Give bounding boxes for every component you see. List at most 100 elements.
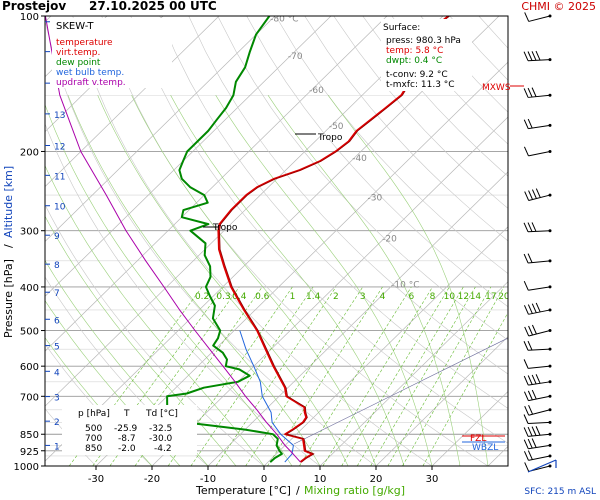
isotherm-line xyxy=(544,16,600,466)
wind-barb-dot xyxy=(548,454,552,458)
wind-barb-feather xyxy=(531,222,537,232)
y-tick-label: 925 xyxy=(20,447,39,458)
wind-barb xyxy=(524,12,552,22)
mixing-ratio-label: 3 xyxy=(360,292,366,302)
surface-dwpt: dwpt: 0.4 °C xyxy=(386,56,442,66)
copyright[interactable]: CHMI © 2025 xyxy=(521,0,596,13)
isotherm-line xyxy=(45,16,164,133)
dry-adiabat xyxy=(275,16,508,274)
wind-barb-dot xyxy=(548,58,552,62)
wind-barb-feather xyxy=(527,51,533,61)
wind-barb-feather xyxy=(527,426,533,437)
axis-ticks: -30 -20 -10 0 10 20 30100200300400500600700850… xyxy=(14,12,439,485)
wind-barb-feather xyxy=(528,405,534,415)
wind-barb xyxy=(523,340,552,351)
wind-barb-feather xyxy=(523,391,529,401)
mixing-ratio-label: 1.4 xyxy=(306,292,321,302)
mixing-ratio-line xyxy=(245,286,364,466)
dry-adiabat xyxy=(45,204,265,466)
mixing-ratio-label: 0.3 xyxy=(216,292,230,302)
wind-barb-dot xyxy=(548,464,552,468)
wind-barb-dot xyxy=(548,285,552,289)
mixing-ratio-label: 20 xyxy=(498,292,510,302)
dry-adiabat xyxy=(507,16,508,17)
mixing-ratio-label: 12 xyxy=(458,292,469,302)
station-name: Prostejov xyxy=(2,0,66,13)
dry-adiabat xyxy=(246,16,508,308)
wind-barb xyxy=(524,324,552,337)
table-cell: 500 xyxy=(85,424,102,434)
table-cell: -4.2 xyxy=(154,444,172,454)
mixing-ratio-label: 8 xyxy=(430,292,436,302)
dry-adiabat xyxy=(566,16,600,466)
y-tick-label: 400 xyxy=(20,283,39,294)
wind-barb-feather xyxy=(527,87,533,98)
wind-barb-feather xyxy=(523,439,529,449)
dry-adiabat xyxy=(449,16,508,81)
table-row: 500 -25.9 -32.5 xyxy=(85,424,172,434)
surface-press: press: 980.3 hPa xyxy=(386,36,461,46)
isotherm-label: -80 °C xyxy=(270,15,298,25)
wind-barb-feather xyxy=(535,50,541,61)
moist-adiabat xyxy=(215,95,433,466)
wind-barb-dot xyxy=(548,443,552,447)
isotherm-label: -10 °C xyxy=(391,280,419,290)
mixing-ratio-line xyxy=(341,286,450,466)
wind-barb xyxy=(523,414,552,424)
wind-barb-feather xyxy=(523,88,529,98)
mixing-ratio-line xyxy=(402,286,505,466)
dry-adiabat xyxy=(537,16,600,466)
table-header-p: p [hPa] xyxy=(78,409,110,419)
wind-barb-dot xyxy=(548,394,552,398)
wind-barb xyxy=(524,405,552,416)
wind-barb-dot xyxy=(548,14,552,18)
isotherm-label: -30 xyxy=(368,194,383,204)
wind-barb-dot xyxy=(548,329,552,333)
wind-barb-dot xyxy=(548,123,552,127)
surface-tconv: t-conv: 9.2 °C xyxy=(386,70,448,80)
mixing-ratio-line xyxy=(267,286,383,466)
wind-barb-dot xyxy=(548,229,552,233)
altitude-tick-label: 13 xyxy=(54,111,65,121)
tropo-lower-label: Tropo xyxy=(212,223,238,233)
wind-barb-feather xyxy=(523,281,529,291)
wind-barb-feather xyxy=(535,426,541,436)
mixing-ratio-line xyxy=(422,311,508,466)
wind-barb-feather xyxy=(523,305,529,315)
mixing-ratio-label: 4 xyxy=(380,292,386,302)
x-tick-label: 30 xyxy=(426,474,439,485)
wind-barb-feather xyxy=(524,191,530,201)
y-tick-label: 1000 xyxy=(14,462,39,473)
dry-adiabat xyxy=(217,16,508,341)
altitude-tick-label: 1 xyxy=(54,442,60,452)
altitude-tick-label: 2 xyxy=(54,418,60,428)
wind-barb-feather xyxy=(527,340,533,351)
mixing-ratio-line xyxy=(370,286,476,466)
wind-barb-feather xyxy=(528,190,534,200)
series-wet-bulb-temp-line xyxy=(239,330,294,463)
wind-barb xyxy=(523,146,552,157)
wind-barb-feather xyxy=(527,438,533,449)
mixing-ratio-label: 0.6 xyxy=(255,292,270,302)
wind-barb xyxy=(523,50,552,62)
wind-barb-feather xyxy=(531,87,537,97)
plot-frame xyxy=(44,15,509,467)
wind-barb xyxy=(523,426,552,437)
y-tick-label: 850 xyxy=(20,430,39,441)
wind-barb-feather xyxy=(523,451,529,461)
mixing-ratio-label: 6 xyxy=(408,292,414,302)
wind-barb-dot xyxy=(548,432,552,436)
isotherm-line xyxy=(375,336,508,466)
isotherm-label: -60 xyxy=(309,86,324,96)
x-tick-label: 20 xyxy=(370,474,383,485)
series-temperature-line xyxy=(217,16,450,463)
dry-adiabat xyxy=(130,16,508,444)
series-updraft-v-temp-line xyxy=(45,16,301,463)
wind-barb xyxy=(523,87,552,98)
wind-barb-shaft xyxy=(528,286,551,291)
x-axis-label-2: Mixing ratio [g/kg] xyxy=(304,484,405,497)
wind-barb-feather xyxy=(523,51,529,61)
mixing-ratio-line xyxy=(190,286,314,466)
wind-barb-dot xyxy=(548,308,552,312)
legend-item-wet-bulb: wet bulb temp. xyxy=(56,68,124,78)
